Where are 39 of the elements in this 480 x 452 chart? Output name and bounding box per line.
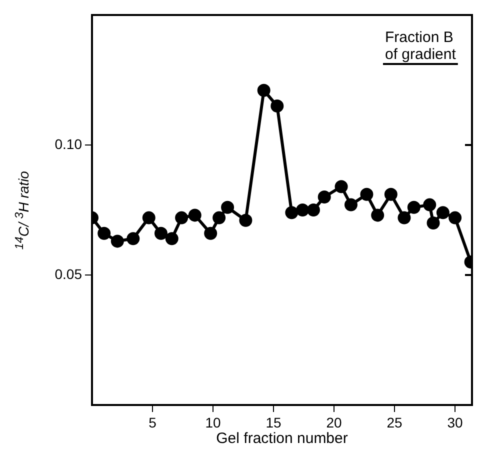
y-tick-label: 0.10 — [54, 136, 82, 152]
point — [448, 211, 462, 224]
point — [398, 211, 411, 224]
point — [318, 190, 331, 204]
point — [154, 226, 168, 240]
point — [239, 214, 252, 227]
x-tick-label: 5 — [148, 414, 157, 430]
point — [212, 211, 226, 224]
point — [188, 208, 202, 222]
x-axis-title: Gel fraction number — [216, 430, 348, 448]
point — [384, 188, 398, 201]
point — [98, 226, 111, 240]
point — [371, 208, 384, 222]
x-tick-label: 20 — [326, 414, 342, 430]
point — [175, 211, 188, 224]
point — [285, 206, 298, 220]
point — [334, 180, 348, 194]
point — [296, 204, 310, 216]
point — [360, 188, 374, 201]
point — [407, 200, 420, 214]
x-tick-label: 25 — [386, 414, 403, 430]
point — [344, 198, 358, 212]
point — [436, 206, 450, 220]
point — [165, 232, 178, 246]
point — [423, 198, 436, 212]
point — [306, 204, 320, 216]
x-tick-label: 30 — [447, 414, 464, 430]
annotation: Fraction B of gradient — [385, 29, 457, 63]
point — [204, 226, 218, 240]
point — [142, 211, 156, 224]
point — [257, 84, 270, 97]
point — [110, 234, 124, 248]
x-tick-label: 15 — [266, 414, 282, 430]
point — [426, 216, 440, 230]
point — [221, 200, 234, 214]
x-tick-label: 10 — [205, 414, 222, 430]
point — [270, 100, 284, 112]
point — [126, 232, 140, 246]
y-tick-label: 0.05 — [54, 266, 82, 282]
